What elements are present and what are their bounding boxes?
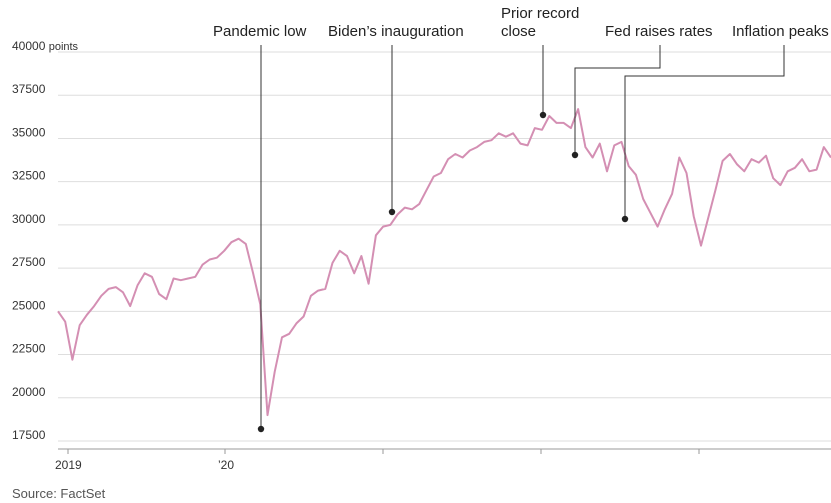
y-tick-label: 40000 points (12, 39, 79, 53)
annotations: Pandemic low Biden’s inauguration Prior re… (213, 5, 829, 433)
x-axis: 2019 ’20 (55, 448, 831, 472)
annotation-label: Prior record (501, 5, 579, 22)
y-tick-label: 30000 (12, 212, 46, 226)
x-tick-label: ’20 (218, 458, 234, 472)
annotation-label: Inflation peaks (732, 23, 829, 40)
annotation-leader (574, 45, 661, 155)
annotation-dot (257, 425, 265, 433)
y-tick-label: 35000 (12, 125, 46, 139)
annotation-leader (624, 45, 785, 219)
y-tick-label: 20000 (12, 385, 46, 399)
y-tick-label: 22500 (12, 342, 46, 356)
annotation-label: Fed raises rates (605, 23, 713, 40)
y-tick-label: 27500 (12, 255, 46, 269)
annotation-label: Pandemic low (213, 23, 307, 40)
y-tick-label: 17500 (12, 428, 46, 442)
x-tick-label: 2019 (55, 458, 82, 472)
y-tick-label: 25000 (12, 298, 46, 312)
annotation-label: close (501, 23, 536, 40)
annotation-label: Biden’s inauguration (328, 23, 464, 40)
y-tick-label: 32500 (12, 169, 46, 183)
grid (58, 51, 831, 442)
annotation-dot (621, 215, 629, 223)
annotation-dot (571, 151, 579, 159)
source-note: Source: FactSet (12, 486, 106, 501)
annotation-dot (539, 111, 547, 119)
series-line (57, 108, 831, 417)
y-tick-labels: 17500 20000 22500 25000 27500 30000 32500 35000… (12, 39, 79, 442)
y-tick-label: 37500 (12, 82, 46, 96)
y-unit-label: points (49, 41, 79, 53)
series (57, 108, 831, 417)
annotation-dot (388, 208, 396, 216)
